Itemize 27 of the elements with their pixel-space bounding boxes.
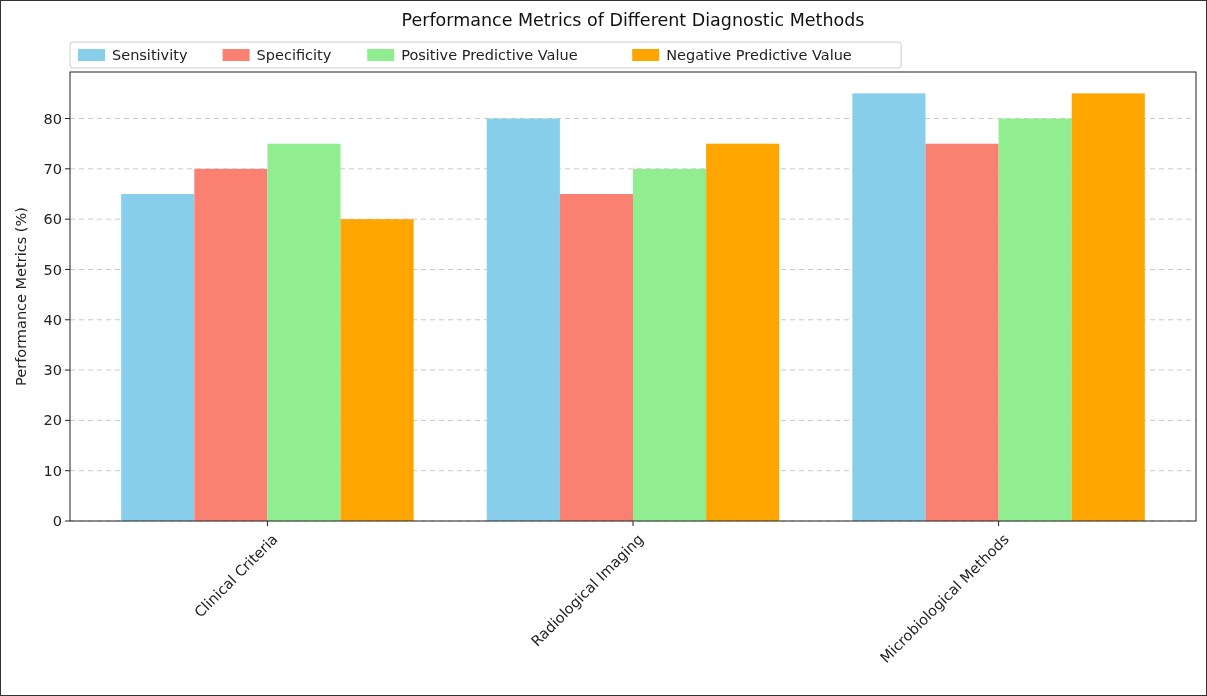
y-tick-label: 80 [43,110,62,127]
y-axis-title: Performance Metrics (%) [13,207,29,386]
bar [559,194,633,521]
y-tick-label: 10 [43,462,62,479]
bar [633,168,707,521]
bar [121,194,195,521]
y-tick-label: 0 [52,513,62,530]
bar [1071,93,1145,521]
bar [925,143,999,521]
bar [852,93,926,521]
legend-label: Sensitivity [112,47,188,63]
y-tick-label: 40 [43,311,62,328]
legend-label: Specificity [256,47,332,63]
bar [998,118,1072,521]
y-tick-label: 30 [43,362,62,379]
y-tick-label: 50 [43,261,62,278]
y-tick-label: 60 [43,211,62,228]
legend-label: Positive Predictive Value [401,47,578,63]
y-tick-label: 70 [43,160,62,177]
y-tick-label: 20 [43,412,62,429]
bar [486,118,560,521]
legend-label: Negative Predictive Value [666,47,852,63]
bar [706,143,780,521]
bar [194,168,268,521]
chart-title: Performance Metrics of Different Diagnostic Methods [401,10,865,30]
bar [340,219,414,521]
bar [267,143,341,521]
